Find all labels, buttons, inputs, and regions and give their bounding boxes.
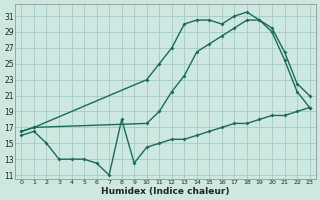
X-axis label: Humidex (Indice chaleur): Humidex (Indice chaleur) — [101, 187, 230, 196]
